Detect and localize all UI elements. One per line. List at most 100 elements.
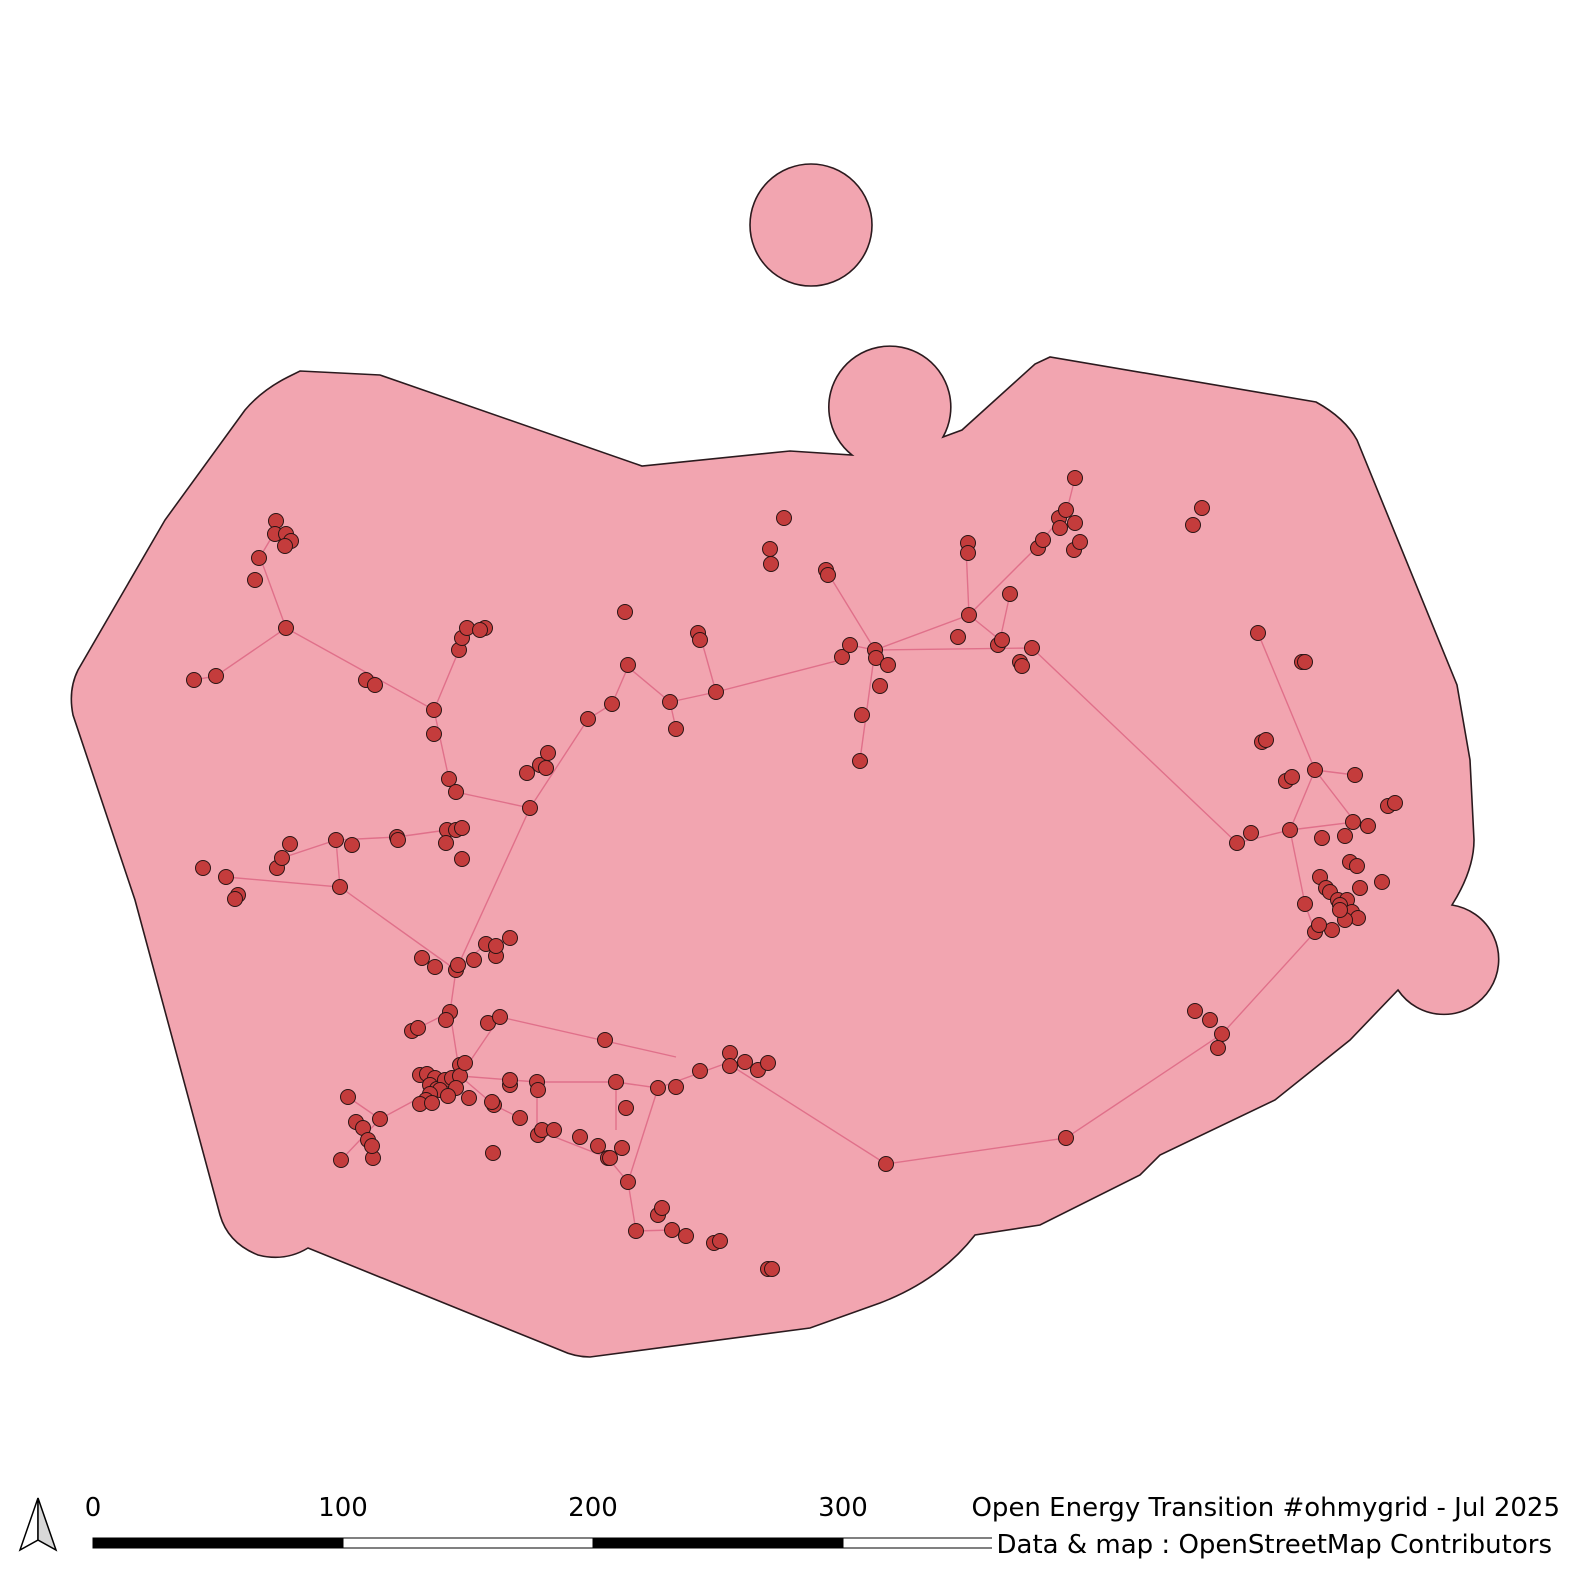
substation-node — [834, 649, 850, 665]
credits: Open Energy Transition #ohmygrid - Jul 2… — [971, 1493, 1562, 1570]
power-line — [225, 807, 531, 972]
substation-node — [519, 765, 535, 781]
substation-node — [650, 1080, 666, 1096]
substation-node — [485, 1145, 501, 1161]
substation-node — [1347, 767, 1363, 783]
substation-node — [961, 607, 977, 623]
substation-node — [1243, 825, 1259, 841]
substation-node — [218, 869, 234, 885]
substation-node — [1352, 880, 1368, 896]
substation-node — [367, 677, 383, 693]
scale-bar: 0 100 200 300 — [85, 1493, 1000, 1549]
substation-node — [1297, 654, 1313, 670]
substation-node — [1214, 1026, 1230, 1042]
substation-node — [195, 860, 211, 876]
substation-node — [1258, 732, 1274, 748]
substation-node — [426, 702, 442, 718]
substation-node — [410, 1020, 426, 1036]
substation-node — [530, 1082, 546, 1098]
substation-node — [440, 1088, 456, 1104]
substation-node — [1345, 814, 1361, 830]
substation-node — [208, 668, 224, 684]
substation-node — [278, 620, 294, 636]
substation-node — [1307, 762, 1323, 778]
substation-node — [950, 629, 966, 645]
substation-node — [776, 510, 792, 526]
substation-node — [960, 545, 976, 561]
substation-node — [488, 938, 504, 954]
substation-node — [664, 1222, 680, 1238]
substation-node — [227, 891, 243, 907]
substation-node — [842, 637, 858, 653]
substation-node — [602, 1150, 618, 1166]
substation-node — [854, 707, 870, 723]
substation-node — [344, 837, 360, 853]
substation-node — [1337, 828, 1353, 844]
substation-node — [438, 1012, 454, 1028]
substation-node — [450, 957, 466, 973]
substation-node — [390, 832, 406, 848]
substation-node — [340, 1089, 356, 1105]
substation-node — [692, 1063, 708, 1079]
substation-node — [277, 538, 293, 554]
substation-node — [1387, 795, 1403, 811]
substation-node — [484, 1094, 500, 1110]
substation-node — [608, 1074, 624, 1090]
scale-tick-label: 100 — [318, 1493, 368, 1523]
north-arrow-icon — [18, 1497, 58, 1552]
substation-node — [1311, 917, 1327, 933]
substation-node — [597, 1032, 613, 1048]
substation-node — [454, 820, 470, 836]
substation-node — [459, 620, 475, 636]
credit-attribution: Data & map : OpenStreetMap Contributors — [997, 1530, 1552, 1560]
substation-node — [1058, 502, 1074, 518]
substation-node — [878, 1156, 894, 1172]
substation-node — [1374, 874, 1390, 890]
coverage-area — [70, 163, 1500, 1358]
substation-node — [620, 1174, 636, 1190]
power-line — [859, 649, 876, 761]
substation-node — [737, 1054, 753, 1070]
substation-node — [512, 1110, 528, 1126]
substation-node — [441, 771, 457, 787]
substation-node — [1035, 532, 1051, 548]
substation-node — [1350, 910, 1366, 926]
substation-node — [546, 1122, 562, 1138]
substation-node — [880, 657, 896, 673]
substation-node — [820, 567, 836, 583]
substation-node — [472, 622, 488, 638]
substation-node — [1024, 640, 1040, 656]
substation-node — [426, 726, 442, 742]
substation-node — [274, 850, 290, 866]
substation-node — [617, 604, 633, 620]
substation-node — [414, 950, 430, 966]
substation-node — [994, 632, 1010, 648]
substation-node — [1360, 818, 1376, 834]
substation-node — [868, 650, 884, 666]
substation-node — [1229, 835, 1245, 851]
substation-node — [708, 684, 724, 700]
substation-node — [1284, 769, 1300, 785]
power-line — [335, 829, 448, 888]
substation-node — [614, 1140, 630, 1156]
substation-node — [372, 1111, 388, 1127]
substation-node — [618, 1100, 634, 1116]
substation-node — [590, 1138, 606, 1154]
substation-node — [1014, 658, 1030, 674]
substation-node — [1250, 625, 1266, 641]
substation-node — [628, 1223, 644, 1239]
power-line — [627, 1087, 659, 1183]
substation-node — [692, 632, 708, 648]
coverage-island-north — [749, 163, 873, 287]
substation-node — [438, 835, 454, 851]
substation-node — [333, 1152, 349, 1168]
substation-node — [572, 1129, 588, 1145]
substation-node — [763, 556, 779, 572]
substation-node — [1202, 1012, 1218, 1028]
substation-node — [332, 879, 348, 895]
substation-node — [1187, 1003, 1203, 1019]
substation-node — [1067, 470, 1083, 486]
substation-node — [502, 1072, 518, 1088]
substation-node — [522, 800, 538, 816]
